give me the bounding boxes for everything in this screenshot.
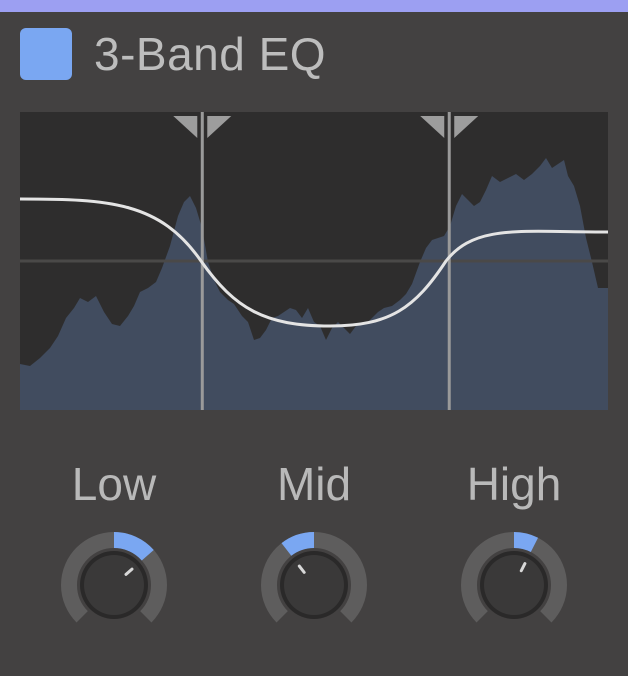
enable-toggle[interactable]: [20, 28, 72, 80]
knob-value-arc: [281, 532, 315, 557]
knob-pointer: [124, 567, 134, 576]
band-label-mid: Mid: [276, 458, 352, 510]
top-accent-bar: [0, 0, 628, 12]
spectrum-area: [20, 158, 608, 410]
crossover-mid-high[interactable]: [420, 112, 479, 410]
low-gain-knob[interactable]: [59, 530, 169, 640]
knob-cap: [84, 555, 144, 615]
low-gain-knob-graphic: [61, 532, 167, 623]
header: 3-Band EQ: [20, 28, 326, 80]
crossover-low-mid-handle-right[interactable]: [207, 116, 232, 138]
knob-pointer: [297, 564, 306, 574]
mid-gain-knob[interactable]: [259, 530, 369, 640]
high-gain-knob-graphic: [461, 532, 567, 623]
band-label-high: High: [466, 458, 562, 510]
knob-value-arc: [513, 532, 539, 553]
high-gain-knob[interactable]: [459, 530, 569, 640]
crossover-low-mid-handle-left[interactable]: [173, 116, 198, 138]
knob-cap: [284, 555, 344, 615]
eq-display: [20, 112, 608, 410]
knob-cap: [484, 555, 544, 615]
knob-pointer: [519, 562, 527, 573]
knob-value-arc: [113, 532, 154, 561]
band-label-low: Low: [71, 458, 157, 510]
crossover-mid-high-handle-right[interactable]: [454, 116, 479, 138]
mid-gain-knob-graphic: [261, 532, 367, 623]
plugin-title: 3-Band EQ: [94, 28, 327, 80]
eq-graph: [20, 112, 608, 410]
crossover-mid-high-handle-left[interactable]: [420, 116, 445, 138]
eq-response-curve: [20, 197, 608, 328]
